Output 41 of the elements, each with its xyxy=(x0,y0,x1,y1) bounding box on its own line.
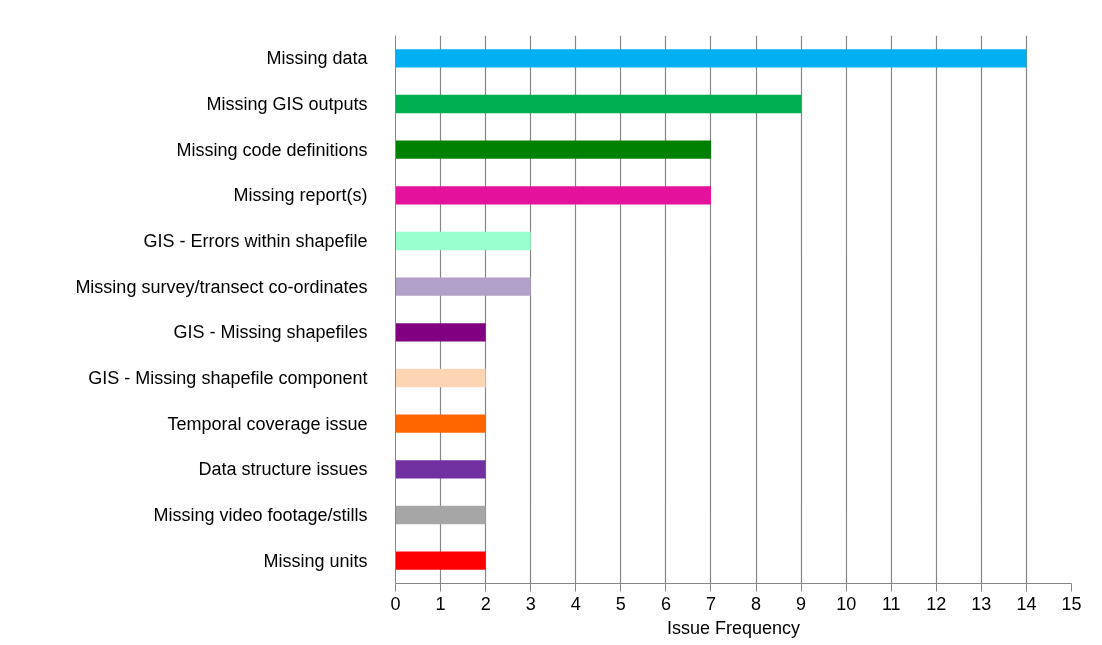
x-tick-label: 6 xyxy=(660,593,671,614)
y-tick-label: Temporal coverage issue xyxy=(167,413,368,434)
bar xyxy=(395,49,1027,68)
bar xyxy=(395,505,486,525)
x-tick-label: 10 xyxy=(836,593,857,614)
bar xyxy=(395,460,486,479)
x-tick-label: 13 xyxy=(971,593,992,614)
x-tick-label: 11 xyxy=(881,593,901,614)
x-tick-label: 0 xyxy=(390,593,401,614)
bar xyxy=(395,186,711,205)
bar xyxy=(395,414,486,433)
x-tick-label: 2 xyxy=(480,593,491,614)
bar xyxy=(395,323,486,342)
y-tick-label: GIS - Missing shapefile component xyxy=(88,368,368,388)
x-tick-label: 14 xyxy=(1016,593,1037,614)
bar xyxy=(395,368,486,388)
x-tick-label: 1 xyxy=(435,593,446,614)
y-tick-label: Missing report(s) xyxy=(233,185,368,206)
y-tick-label: Missing survey/transect co-ordinates xyxy=(75,276,368,297)
y-tick-label: Missing GIS outputs xyxy=(206,94,368,114)
y-tick-label: Missing code definitions xyxy=(176,139,368,160)
bar xyxy=(395,94,802,114)
x-tick-label: 5 xyxy=(615,593,626,614)
x-tick-label: 8 xyxy=(751,593,762,614)
y-tick-label: GIS - Missing shapefiles xyxy=(173,322,368,343)
x-tick-label: 9 xyxy=(796,593,807,614)
x-tick-label: 15 xyxy=(1061,593,1082,614)
x-tick-label: 7 xyxy=(705,593,716,614)
y-tick-label: Missing units xyxy=(263,550,368,571)
bar xyxy=(395,140,711,159)
x-tick-label: 12 xyxy=(926,593,947,614)
bar xyxy=(395,277,531,296)
y-tick-label: Data structure issues xyxy=(198,459,368,480)
x-tick-label: 3 xyxy=(525,593,536,614)
x-tick-label: 4 xyxy=(570,593,581,614)
bar xyxy=(395,551,486,570)
y-tick-label: Missing data xyxy=(266,48,369,69)
x-axis-title: Issue Frequency xyxy=(666,617,801,638)
y-tick-label: GIS - Errors within shapefile xyxy=(143,231,368,251)
y-tick-label: Missing video footage/stills xyxy=(153,505,368,525)
bar xyxy=(395,231,531,251)
